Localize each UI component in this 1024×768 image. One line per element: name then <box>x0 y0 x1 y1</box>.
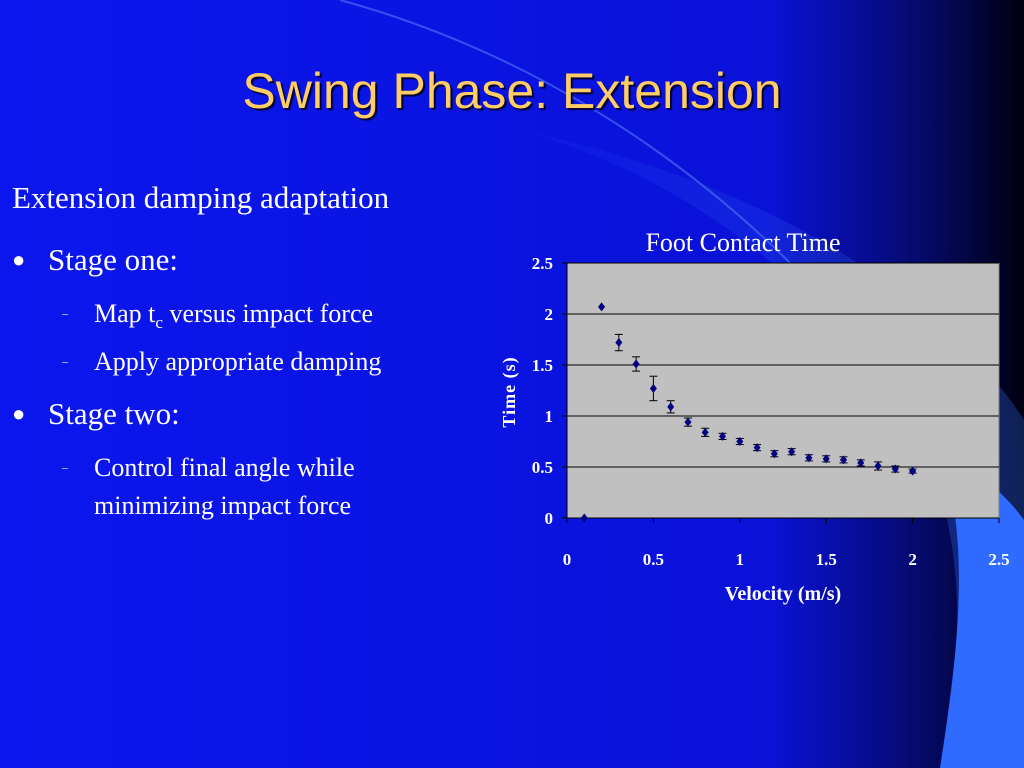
data-point <box>632 359 640 369</box>
data-point <box>684 417 692 427</box>
x-tick-label: 0.5 <box>643 550 664 569</box>
data-point <box>580 513 588 523</box>
x-tick-label: 1.5 <box>816 550 837 569</box>
x-tick-label: 1 <box>736 550 745 569</box>
y-axis-label: Time (s) <box>499 356 520 427</box>
data-point <box>909 466 917 476</box>
dash-icon: – <box>62 354 68 369</box>
data-point <box>615 338 623 348</box>
sub-bullet-apply-damping: – Apply appropriate damping <box>62 344 381 382</box>
data-point <box>649 383 657 393</box>
bullet-stage-two: ● Stage two: <box>12 396 180 432</box>
data-point <box>719 431 727 441</box>
sub-bullet-map-tc: – Map tc versus impact force <box>62 296 373 341</box>
slide-heading: Extension damping adaptation <box>12 180 390 215</box>
x-tick-label: 2 <box>908 550 917 569</box>
dash-icon: – <box>62 460 68 475</box>
sub-bullet-text-end: versus impact force <box>162 299 374 328</box>
y-tick-label: 0.5 <box>532 458 553 477</box>
chart-title: Foot Contact Time <box>645 228 840 257</box>
sub-bullet-text-line2: minimizing impact force <box>94 491 352 521</box>
data-point <box>753 443 761 453</box>
bullet-label: Stage one: <box>48 242 178 277</box>
decorative-band <box>940 450 1024 768</box>
sub-bullet-control-angle: – Control final angle while minimizing im… <box>62 450 355 524</box>
data-point <box>667 402 675 412</box>
data-point <box>839 455 847 465</box>
sub-bullet-text: Map tc versus impact force <box>94 299 374 332</box>
data-point <box>874 461 882 471</box>
data-point <box>805 453 813 463</box>
y-tick-label: 2 <box>545 305 554 324</box>
data-point <box>788 447 796 457</box>
slide-title: Swing Phase: Extension <box>242 63 782 119</box>
bullet-dot-icon: ● <box>12 400 26 426</box>
sub-bullet-text: Apply appropriate damping <box>94 347 382 376</box>
x-tick-label: 2.5 <box>988 550 1009 569</box>
sub-bullet-text-start: Map t <box>94 299 156 328</box>
y-tick-label: 0 <box>545 509 554 528</box>
plot-area <box>566 262 1000 519</box>
data-point <box>736 437 744 446</box>
data-point <box>598 302 606 312</box>
data-point <box>857 458 865 468</box>
subscript-c: c <box>155 313 163 333</box>
x-tick-label: 0 <box>563 550 572 569</box>
sub-bullet-text-line1: Control final angle while <box>94 453 355 482</box>
y-tick-label: 1.5 <box>532 356 553 375</box>
bullet-stage-one: ● Stage one: <box>12 242 178 278</box>
x-axis-label: Velocity (m/s) <box>725 583 841 605</box>
y-tick-label: 1 <box>545 407 554 426</box>
data-point <box>822 454 830 464</box>
y-tick-label: 2.5 <box>532 254 553 273</box>
bullet-label: Stage two: <box>48 396 180 431</box>
dash-icon: – <box>62 306 68 321</box>
data-point <box>891 464 899 474</box>
data-point <box>701 427 709 437</box>
bullet-dot-icon: ● <box>12 246 26 272</box>
data-point <box>770 449 778 459</box>
